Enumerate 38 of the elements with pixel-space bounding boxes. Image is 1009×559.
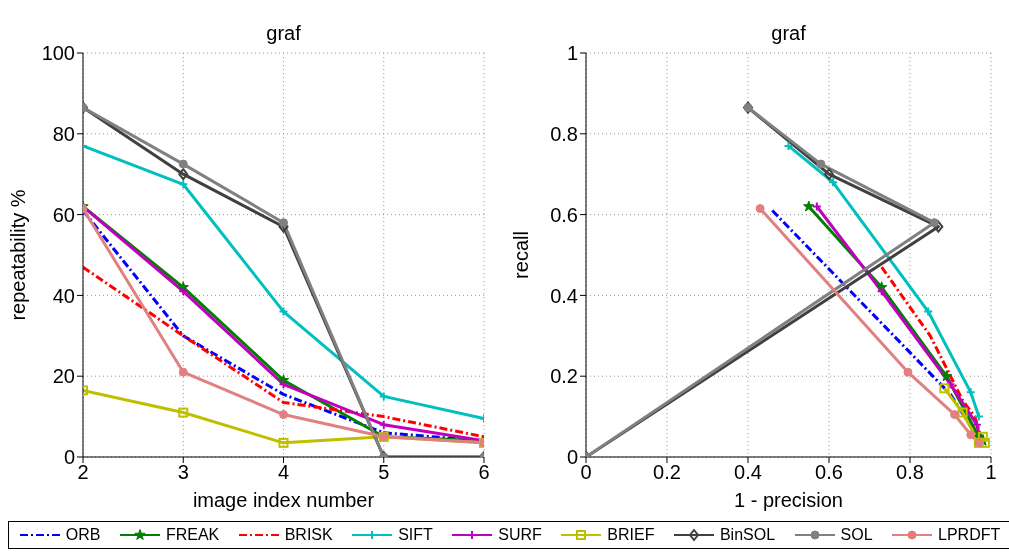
x-tick-label: 0	[580, 461, 592, 484]
legend-label: BRISK	[284, 526, 333, 544]
x-tick-label: 0.6	[815, 461, 843, 484]
chart-title: graf	[265, 22, 302, 45]
legend-label: LPRDFT	[938, 526, 1001, 544]
legend-label: SURF	[498, 526, 542, 544]
y-tick-label: 0.6	[550, 203, 578, 226]
y-tick-label: 0	[566, 446, 578, 469]
y-axis-title: recall	[510, 231, 533, 279]
y-tick-label: 40	[52, 284, 75, 307]
legend-label: BRIEF	[607, 526, 655, 544]
y-tick-label: 0.8	[550, 122, 578, 145]
y-tick-label: 20	[52, 365, 75, 388]
x-tick-label: 0.2	[653, 461, 681, 484]
x-tick-label: 5	[378, 461, 390, 484]
legend-label: ORB	[65, 526, 101, 544]
x-tick-label: 0.4	[734, 461, 762, 484]
legend-label: FREAK	[165, 526, 220, 544]
y-tick-label: 80	[52, 122, 75, 145]
y-tick-label: 0.2	[550, 365, 578, 388]
legend-label: SOL	[840, 526, 873, 544]
y-tick-label: 60	[52, 203, 75, 226]
legend-label: BinSOL	[719, 526, 776, 544]
x-tick-label: 1	[985, 461, 997, 484]
chart-title: graf	[770, 22, 807, 45]
y-tick-label: 0.4	[550, 284, 578, 307]
x-tick-label: 2	[77, 461, 89, 484]
legend-label: SIFT	[398, 526, 433, 544]
x-axis-title: 1 - precision	[734, 489, 843, 511]
x-tick-label: 3	[177, 461, 189, 484]
y-axis-title: repeatability %	[7, 189, 30, 321]
x-tick-label: 6	[478, 461, 490, 484]
y-tick-label: 100	[41, 42, 75, 65]
x-tick-label: 4	[277, 461, 290, 484]
y-tick-label: 0	[63, 446, 75, 469]
x-tick-label: 0.8	[896, 461, 924, 484]
y-tick-label: 1	[566, 42, 578, 65]
x-axis-title: image index number	[192, 489, 375, 511]
